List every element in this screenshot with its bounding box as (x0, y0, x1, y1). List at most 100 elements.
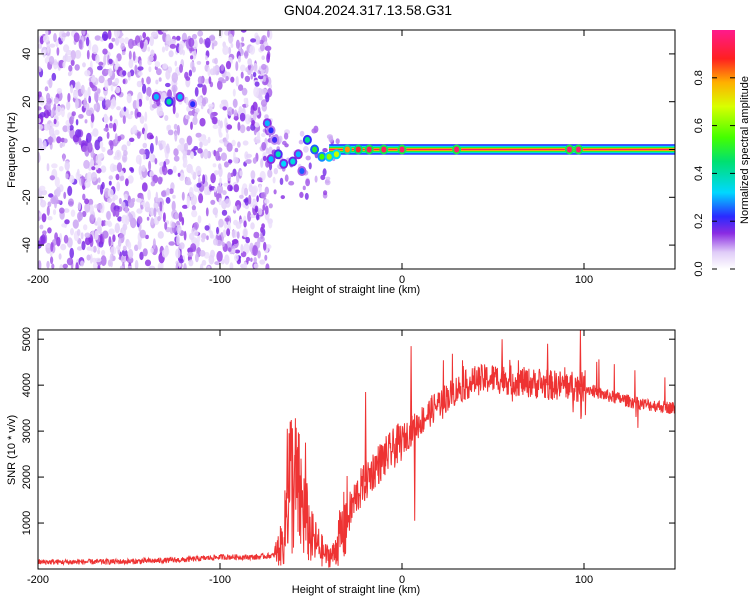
spectrogram-cell (63, 191, 67, 199)
spectrogram-cell (64, 219, 70, 225)
spectrogram-cell (232, 88, 236, 97)
spectrogram-cell (76, 229, 81, 236)
spectrogram-cell (56, 47, 60, 56)
spectrogram-cell (104, 79, 109, 91)
spectrogram-cell (48, 126, 55, 137)
spectrogram-cell (191, 205, 196, 211)
spectrogram-cell (230, 172, 234, 177)
spectrogram-cell (197, 83, 204, 88)
spectrogram-cell (63, 138, 68, 144)
spectrogram-cell (108, 58, 113, 65)
spectrogram-cell (148, 265, 156, 269)
spectrogram-cell (76, 168, 80, 177)
spectrogram-cell (84, 236, 91, 246)
spectrogram-cell (250, 222, 255, 230)
spectrogram-cell (114, 133, 118, 144)
spectrogram-cell (193, 146, 199, 151)
spectrogram-cell (77, 211, 83, 221)
spectrogram-cell (251, 186, 257, 197)
spectrogram-cell (221, 79, 227, 84)
spectrogram-cell (224, 161, 229, 168)
spectrogram-y-ticks: -40 -20 0 20 40 (21, 48, 675, 253)
spectrogram-cell (97, 88, 101, 94)
y-tick-label: 3000 (21, 419, 33, 443)
spectrogram-cell (176, 124, 180, 136)
spectrogram-cell (235, 76, 239, 87)
spectrogram-cell (91, 44, 99, 55)
spectrogram-cell (188, 37, 195, 48)
spectrogram-cell (244, 50, 249, 59)
spectrogram-cell (264, 114, 269, 120)
spectrogram-cell (103, 54, 107, 66)
spectrogram-cell (161, 165, 166, 173)
spectrogram-cell (264, 254, 268, 261)
spectrogram-cell (94, 257, 102, 263)
snr-series-line (38, 330, 675, 568)
snr-y-ticks: 1000 2000 3000 4000 5000 (21, 327, 675, 535)
spectrogram-cell (148, 160, 152, 171)
spectrogram-cell (202, 84, 207, 96)
spectrogram-cell (142, 32, 147, 39)
spectrogram-cell (41, 189, 48, 196)
spectrogram-cell (224, 254, 230, 265)
spectrogram-cell (53, 59, 58, 70)
spectrogram-cell (196, 96, 203, 104)
spectrogram-cell (121, 51, 126, 56)
spectrogram-cell (264, 205, 269, 215)
spectrogram-cell (102, 230, 109, 239)
spectrogram-cell (164, 44, 169, 52)
spectrogram-cell (47, 43, 50, 54)
spectrogram-cell (139, 229, 146, 239)
spectrogram-y-label: Frequency (Hz) (6, 112, 18, 188)
spectrogram-cell (108, 42, 114, 50)
spectrogram-cell (67, 123, 70, 133)
spectrogram-cell (232, 98, 238, 109)
spectrogram-cell (157, 215, 161, 222)
spectrogram-cell (85, 109, 93, 117)
spectrogram-cell (177, 172, 181, 177)
spectrogram-cell (122, 78, 126, 85)
spectrogram-cell (179, 242, 185, 250)
spectrogram-cell (185, 76, 191, 81)
spectrogram-cell (105, 220, 109, 226)
spectrogram-cell (225, 75, 229, 82)
spectrogram-cell (273, 168, 278, 175)
spectrogram-cell (199, 263, 204, 269)
spectrogram-cell (77, 201, 81, 211)
snr-y-label: SNR (10 * v/v) (6, 415, 18, 485)
x-tick-label: 100 (575, 274, 593, 286)
spectrogram-cell (207, 190, 211, 196)
spectrogram-cell (260, 88, 268, 95)
spectrogram-cell (237, 55, 242, 63)
spectrogram-cell (114, 77, 120, 85)
spectrogram-cell (254, 81, 260, 87)
spectrogram-cell (74, 82, 79, 90)
spectrogram-cell (211, 42, 215, 50)
spectrogram-cell (218, 218, 224, 228)
spectrogram-cell (279, 177, 284, 185)
spectrogram-cell (251, 119, 256, 126)
spectrogram-cell (106, 210, 111, 221)
spectrogram-cell (72, 90, 79, 99)
spectrogram-cell (175, 112, 179, 119)
spectrogram-cell (42, 230, 47, 235)
spectrogram-cell (146, 86, 152, 98)
spectrogram-cell (127, 175, 134, 184)
spectrogram-cell (61, 223, 67, 228)
spectrogram-cell (80, 232, 84, 240)
spectrogram-cell (228, 247, 232, 252)
spectrogram-cell (101, 249, 106, 256)
spectrogram-cell (74, 49, 82, 59)
spectrogram-cell (129, 137, 135, 142)
spectrogram-cell (322, 148, 328, 153)
spectrogram-cell (93, 103, 97, 111)
spectrogram-cell (258, 184, 262, 194)
spectrogram-cell (253, 257, 257, 264)
spectrogram-cell (131, 197, 136, 203)
spectrogram-cell (56, 87, 63, 94)
spectrogram-cell (190, 169, 194, 175)
spectrogram-cell (169, 188, 174, 195)
spectrogram-cell (120, 42, 125, 51)
spectrogram-cell (72, 134, 80, 143)
spectrogram-cell (136, 111, 142, 118)
